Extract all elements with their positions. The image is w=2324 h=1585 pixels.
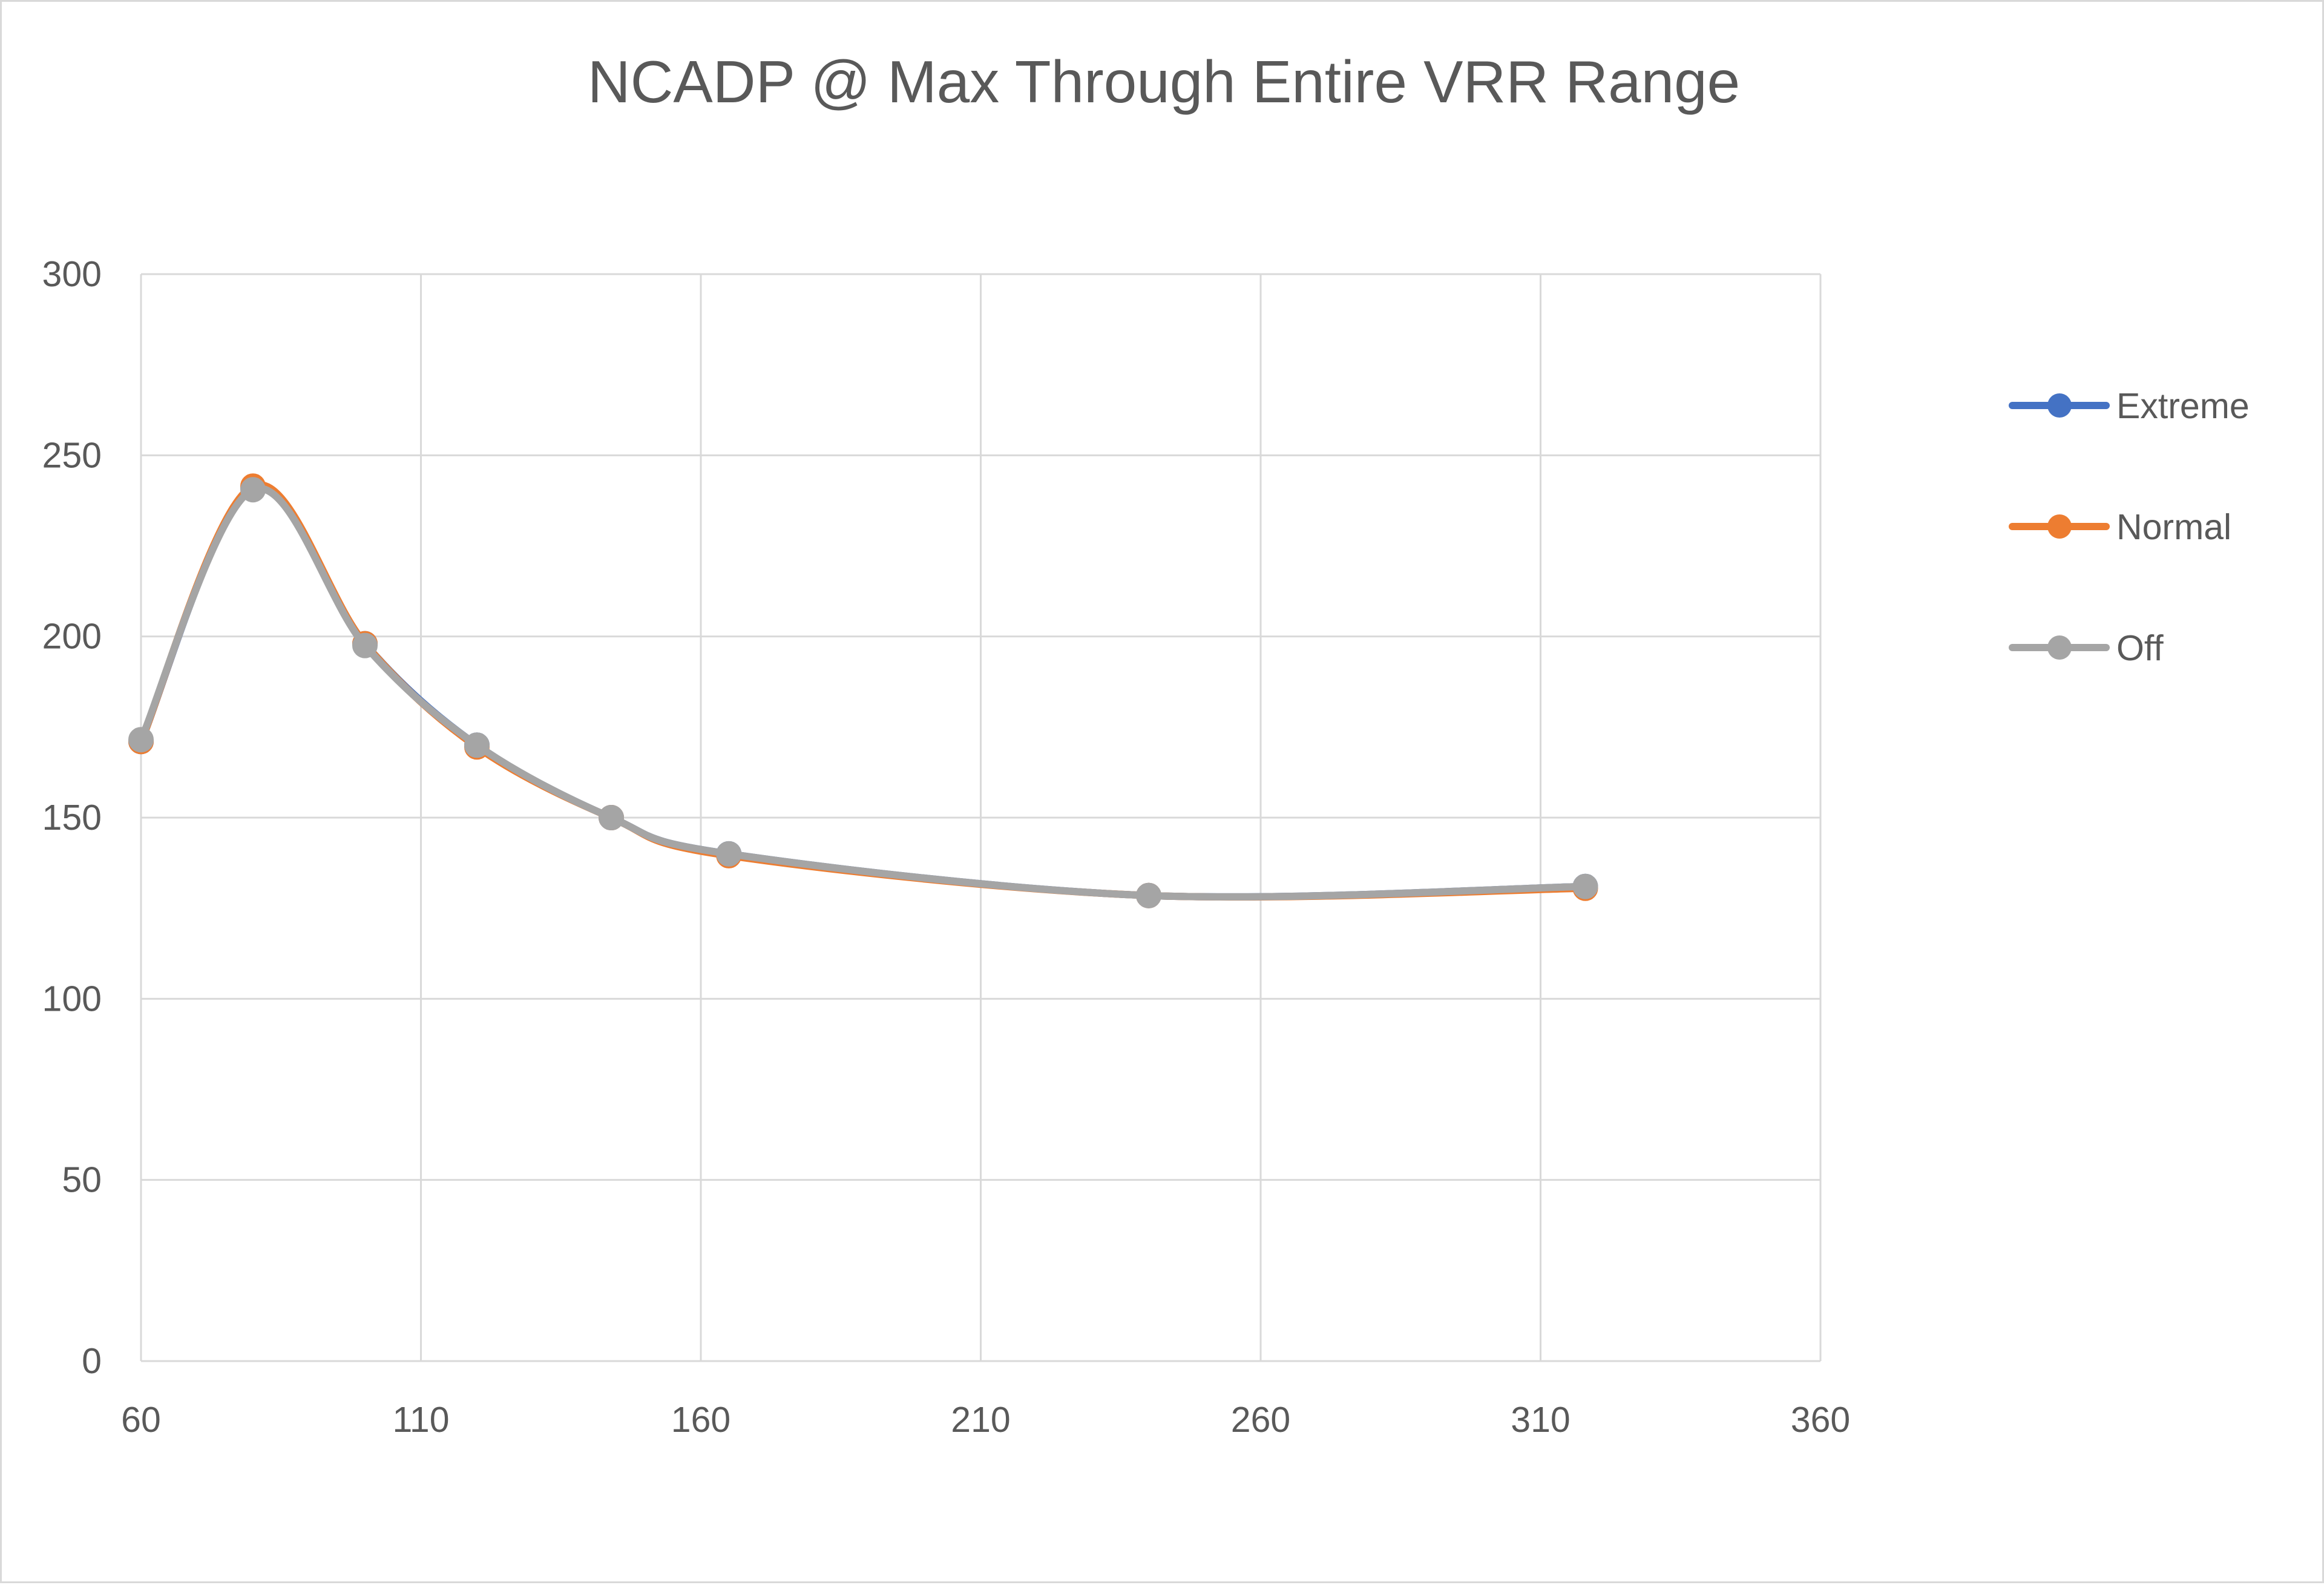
x-tick-label: 60 <box>121 1400 161 1440</box>
data-point-off <box>128 727 154 753</box>
data-point-off <box>1136 882 1161 908</box>
x-tick-label: 260 <box>1231 1400 1290 1440</box>
data-point-off <box>1572 873 1598 899</box>
legend-label-extreme: Extreme <box>2116 386 2250 426</box>
y-tick-label: 100 <box>42 979 102 1019</box>
y-tick-label: 300 <box>42 254 102 294</box>
y-tick-label: 50 <box>62 1160 102 1200</box>
x-tick-label: 310 <box>1511 1400 1570 1440</box>
x-tick-label: 360 <box>1791 1400 1850 1440</box>
x-tick-label: 110 <box>392 1400 449 1440</box>
data-point-off <box>240 477 266 503</box>
y-tick-label: 200 <box>42 617 102 657</box>
legend-label-off: Off <box>2116 628 2164 668</box>
chart-title: NCADP @ Max Through Entire VRR Range <box>588 48 1740 115</box>
y-tick-label: 0 <box>82 1341 102 1381</box>
data-point-off <box>352 632 378 658</box>
data-point-off <box>599 805 624 830</box>
legend-marker-off <box>2047 635 2072 660</box>
legend: Extreme Normal Off <box>2009 386 2250 668</box>
series-lines <box>128 473 1598 908</box>
legend-label-normal: Normal <box>2116 507 2231 547</box>
legend-marker-normal <box>2047 514 2072 539</box>
x-tick-label: 160 <box>671 1400 730 1440</box>
legend-marker-extreme <box>2047 393 2072 418</box>
series-line-off <box>137 485 1589 901</box>
y-tick-label: 150 <box>42 798 102 838</box>
axes: 0 50 100 150 200 250 300 60 110 160 210 260 310 360 <box>42 254 1851 1440</box>
y-tick-label: 250 <box>42 435 102 475</box>
data-point-off <box>464 732 490 758</box>
data-point-off <box>716 841 742 867</box>
gridlines <box>140 273 1822 1362</box>
series-line-normal <box>137 481 1589 901</box>
x-tick-label: 210 <box>951 1400 1010 1440</box>
series-line-extreme <box>137 482 1589 901</box>
